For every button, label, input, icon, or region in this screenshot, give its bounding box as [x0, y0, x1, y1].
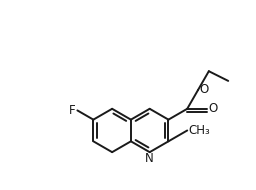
Text: F: F: [69, 104, 76, 117]
Text: CH₃: CH₃: [188, 124, 210, 137]
Text: O: O: [209, 102, 218, 115]
Text: O: O: [199, 83, 208, 97]
Text: N: N: [145, 152, 154, 165]
